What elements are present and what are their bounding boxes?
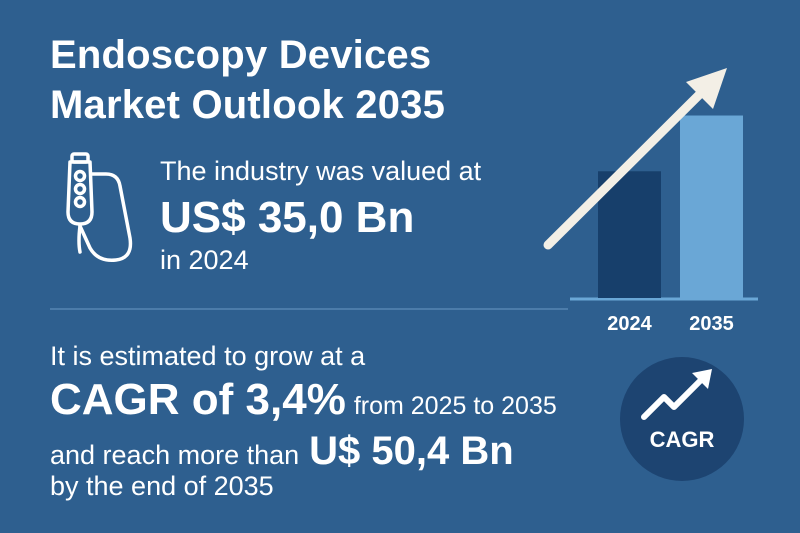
bar-2024 <box>598 171 661 298</box>
title-line-2: Market Outlook 2035 <box>50 83 446 127</box>
page-title: Endoscopy Devices Market Outlook 2035 <box>50 30 445 130</box>
cagr-badge-label: CAGR <box>650 427 715 452</box>
forecast-end: by the end of 2035 <box>50 471 274 501</box>
cagr-line: CAGR of 3,4% from 2025 to 2035 <box>50 374 557 426</box>
market-chart: 2024 2035 <box>543 68 758 335</box>
trend-up-arrowhead <box>692 369 712 389</box>
growth-arrow-icon <box>543 68 727 250</box>
endoscope-icon <box>66 152 133 262</box>
section-divider <box>50 308 568 310</box>
title-line-1: Endoscopy Devices <box>50 33 432 77</box>
tick-label-2024: 2024 <box>607 313 652 335</box>
forecast-intro: It is estimated to grow at a <box>50 341 366 371</box>
reach-line: and reach more than U$ 50,4 Bn <box>50 428 514 474</box>
tick-label-2035: 2035 <box>689 313 734 335</box>
valuation-value: US$ 35,0 Bn <box>160 193 415 242</box>
cagr-range: from 2025 to 2035 <box>353 392 557 420</box>
cagr-badge: CAGR <box>620 357 744 481</box>
bar-2035 <box>680 115 743 298</box>
reach-value: U$ 50,4 Bn <box>309 429 514 473</box>
valuation-intro: The industry was valued at <box>160 156 482 186</box>
reach-text: and reach more than <box>50 440 300 470</box>
valuation-year: in 2024 <box>160 245 249 275</box>
trend-up-icon <box>641 376 705 420</box>
cagr-value: CAGR of 3,4% <box>50 375 346 424</box>
